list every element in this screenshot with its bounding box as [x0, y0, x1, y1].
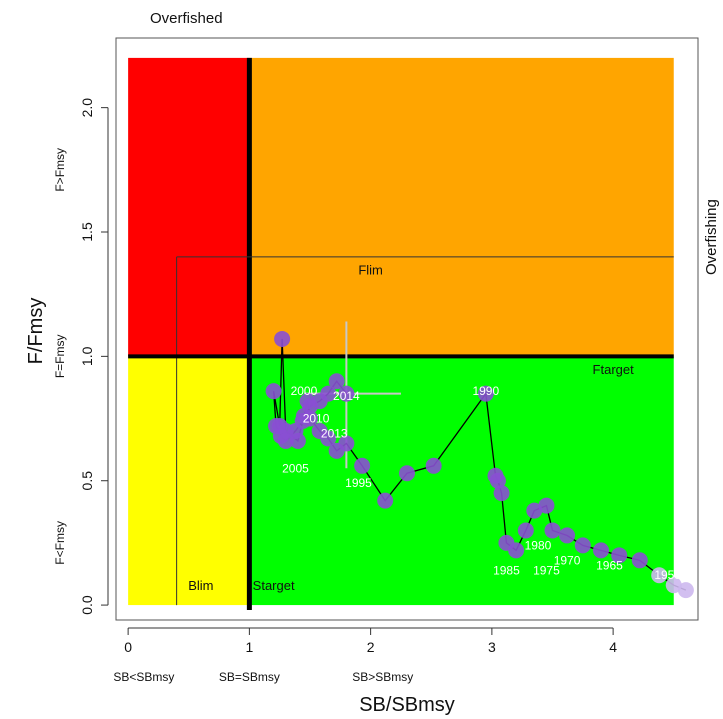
data-point	[277, 432, 294, 449]
zone-overfished-overfishing	[128, 57, 250, 357]
data-point	[665, 577, 682, 594]
data-point	[354, 457, 371, 474]
x-axis-title: SB/SBmsy	[359, 694, 455, 716]
x-tick-label: 3	[488, 639, 496, 655]
y-tick-label: 1.5	[79, 222, 95, 242]
x-tick-label: 2	[367, 639, 375, 655]
ref-label-flim: Flim	[358, 262, 383, 277]
corner-label-overfished: Overfished	[150, 10, 223, 27]
data-point	[328, 442, 345, 459]
data-point	[377, 492, 394, 509]
year-label: 1990	[472, 384, 499, 398]
year-label: 2014	[333, 389, 360, 403]
year-label: 2000	[291, 384, 318, 398]
y-tick-label: 0.0	[79, 595, 95, 615]
ref-label-starget: Starget	[253, 578, 295, 593]
year-label: 2013	[321, 426, 348, 440]
ref-label-ftarget: Ftarget	[593, 362, 635, 377]
y-axis-title: F/Fmsy	[25, 298, 47, 365]
x-tick-label: 1	[245, 639, 253, 655]
data-point	[493, 485, 510, 502]
corner-label-overfishing: Overfishing	[703, 199, 720, 275]
data-point	[338, 385, 355, 402]
year-label: 2005	[282, 461, 309, 475]
axes-layer: 0 1 2 3 4 0.0 0.5 1.0 1.5 2.0 SB<SBmsy SB=SBmsy SB>S…	[53, 98, 617, 684]
data-point	[399, 465, 415, 482]
ref-label-blim: Blim	[188, 578, 213, 593]
x-tick-label: 0	[124, 639, 132, 655]
x-zone-label: SB=SBmsy	[219, 670, 280, 684]
data-point	[611, 547, 628, 564]
zone-overfishing	[249, 57, 674, 357]
year-label: 1970	[554, 553, 581, 567]
year-label: 1955	[654, 568, 681, 582]
data-point	[477, 385, 494, 402]
data-point	[274, 330, 291, 347]
x-zone-label: SB>SBmsy	[352, 670, 413, 684]
data-point	[487, 467, 504, 484]
data-point	[265, 383, 282, 400]
plot-frame	[115, 37, 699, 621]
y-tick-label: 1.0	[79, 346, 95, 366]
data-point	[593, 542, 609, 559]
year-label: 1985	[493, 563, 520, 577]
year-label: 1995	[345, 476, 372, 490]
reference-lines-layer	[128, 57, 674, 611]
year-label: 1980	[525, 538, 552, 552]
data-point	[631, 552, 648, 569]
data-point	[677, 582, 694, 599]
year-label: 1965	[596, 558, 623, 572]
y-zone-label: F>Fmsy	[53, 148, 67, 192]
reference-labels-layer: Blim Starget Flim Ftarget	[188, 262, 634, 593]
data-point	[294, 413, 311, 430]
x-tick-label: 4	[609, 639, 617, 655]
y-zone-label: F<Fmsy	[53, 521, 67, 565]
data-point	[311, 422, 328, 439]
data-point	[559, 527, 576, 544]
data-point	[538, 497, 555, 514]
x-zone-label: SB<SBmsy	[113, 670, 174, 684]
zones-layer	[128, 57, 674, 606]
year-label: 1975	[533, 563, 560, 577]
points-layer	[265, 330, 694, 599]
data-point	[498, 534, 515, 551]
data-point	[544, 522, 561, 539]
zone-overfished	[128, 356, 250, 606]
data-point	[320, 385, 337, 402]
y-tick-label: 0.5	[79, 471, 95, 491]
data-point	[651, 567, 668, 584]
y-zone-label: F=Fmsy	[53, 335, 67, 379]
data-point	[574, 537, 591, 554]
data-point	[425, 457, 442, 474]
data-point	[526, 502, 543, 519]
year-label: 2010	[303, 412, 330, 426]
data-point	[328, 373, 345, 390]
data-point	[517, 522, 534, 539]
y-tick-label: 2.0	[79, 98, 95, 118]
